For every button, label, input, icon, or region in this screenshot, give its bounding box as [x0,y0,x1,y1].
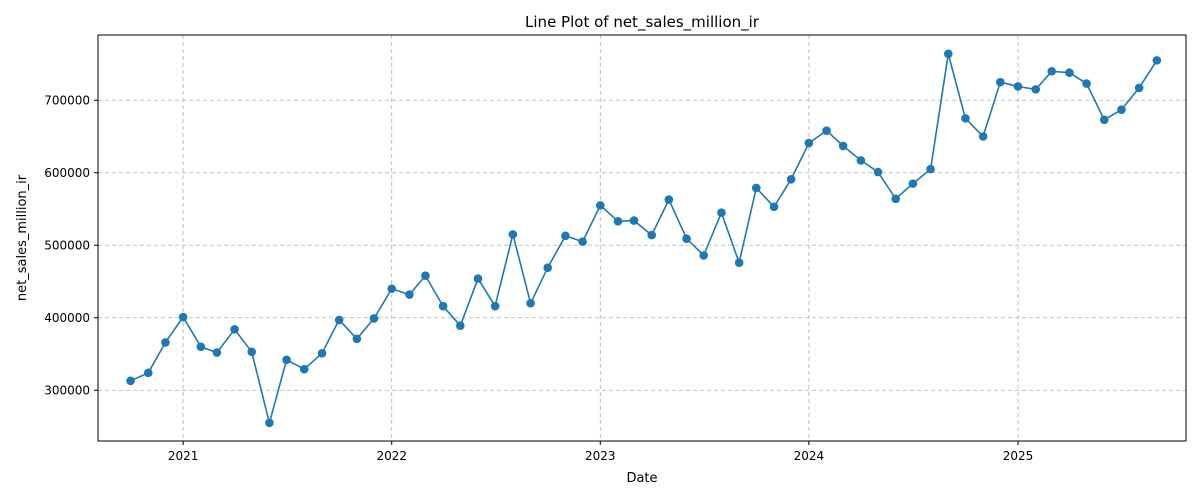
chart-title: Line Plot of net_sales_million_ir [525,13,760,32]
data-point [786,174,796,184]
y-tick-label: 600000 [44,166,90,180]
data-point [734,258,744,267]
x-tick-label: 2025 [1003,449,1034,463]
data-point [405,290,414,299]
grid-layer [98,35,1186,441]
data-point [1099,115,1109,125]
data-point [438,301,448,311]
data-point [1134,83,1144,93]
data-point [1152,56,1162,65]
y-tick-label: 700000 [44,93,90,107]
y-tick-label: 300000 [44,383,90,397]
y-axis-ticks: 300000 400000 500000 600000 700000 [44,93,98,397]
y-tick-label: 400000 [44,311,90,325]
data-point [699,251,709,260]
data-point [978,132,988,141]
data-point [647,230,657,240]
data-point [1117,105,1126,114]
data-point [822,126,831,135]
data-point [1065,68,1074,77]
x-axis-label: Date [626,471,657,486]
data-point [629,216,639,225]
series-line [130,53,1158,427]
data-point [299,364,309,374]
plot-frame [97,34,1187,442]
data-point [230,325,239,334]
data-point [682,234,691,244]
data-point [369,314,379,323]
data-point [873,167,883,177]
data-point [961,114,970,123]
x-tick-label: 2021 [168,449,199,463]
data-point [1013,82,1023,91]
data-point [455,321,465,331]
data-point [995,77,1005,87]
points-layer [126,49,1162,428]
x-tick-label: 2022 [376,449,407,463]
data-point [804,138,814,148]
data-point [908,179,918,188]
data-point [387,284,397,294]
data-point [1047,66,1057,76]
data-point [1082,79,1091,88]
data-point [1031,85,1041,94]
data-point [334,315,344,325]
data-point [421,271,430,281]
x-tick-label: 2024 [794,449,825,463]
data-point [196,342,206,352]
data-point [473,274,483,283]
data-point [943,49,953,59]
data-point [126,376,135,386]
data-point [838,141,848,151]
data-point [178,312,188,322]
data-point [265,418,274,428]
data-point [613,217,623,226]
data-point [543,263,553,273]
data-point [490,301,500,311]
data-point [769,202,779,212]
data-point [282,355,291,365]
data-point [352,334,362,344]
data-point [891,194,901,204]
data-point [751,183,761,193]
data-point [143,368,153,378]
data-point [717,208,726,217]
data-point [595,201,605,210]
x-tick-label: 2023 [585,449,616,463]
data-point [578,237,587,246]
data-point [856,156,866,165]
x-axis-ticks: 2021 2022 2023 2024 2025 [168,441,1033,463]
data-point [561,231,570,241]
data-point [508,230,518,239]
y-axis-label: net_sales_million_ir [15,174,30,301]
data-point [926,164,935,174]
data-point [526,298,535,308]
data-point [247,347,257,357]
data-point [161,338,170,347]
y-tick-label: 500000 [44,238,90,252]
data-point [317,348,327,358]
series-layer [130,53,1158,427]
data-point [212,348,222,357]
data-point [664,195,674,204]
